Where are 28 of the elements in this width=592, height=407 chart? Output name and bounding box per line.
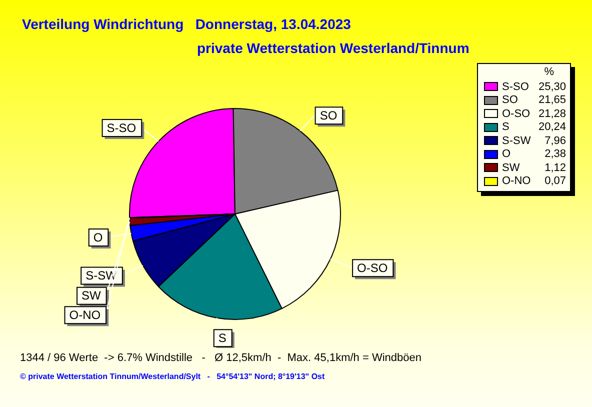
data-label: 2,38 [544, 148, 566, 160]
legend-label: S-SW [502, 134, 532, 147]
slice-label: SW [82, 288, 102, 303]
chart-title: Verteilung Windrichtung Donnerstag, 13.04.2023 [22, 16, 351, 32]
slice-label: SO [320, 108, 338, 122]
slice-label: O-NO [69, 308, 101, 322]
legend-label: O-SO [502, 108, 532, 120]
text: © private Wetterstation Tinnum/Westerland/Sylt - 54°54'13" Nord; 8°19'13" Ost [20, 372, 325, 381]
slice-label: S [218, 330, 226, 345]
legend-label: S-SO [502, 80, 530, 93]
legend-label: SO [502, 94, 519, 106]
text: 1344 / 96 Werte -> 6.7% Windstille - Ø 12,5km/h - Max. 45,1km/h = Windböen [20, 352, 422, 364]
data-label: 0,07 [544, 175, 566, 188]
legend-title: % [543, 66, 555, 80]
data-label: 7,96 [544, 134, 566, 147]
slice-label: O [93, 230, 103, 244]
data-label: 1,12 [544, 162, 566, 174]
slice-label: O-SO [357, 260, 388, 275]
legend-label: O-NO [502, 175, 532, 188]
slice-label: S-SO [106, 120, 136, 135]
data-label: 21,28 [537, 108, 566, 120]
legend-label: O [502, 148, 512, 160]
data-label: 21,65 [537, 94, 566, 106]
legend-label: S [502, 121, 510, 134]
data-label: 20,24 [537, 121, 566, 134]
legend-label: SW [502, 162, 521, 174]
data-label: 25,30 [537, 80, 566, 93]
chart-subtitle: private Wetterstation Westerland/Tinnum [197, 40, 470, 56]
